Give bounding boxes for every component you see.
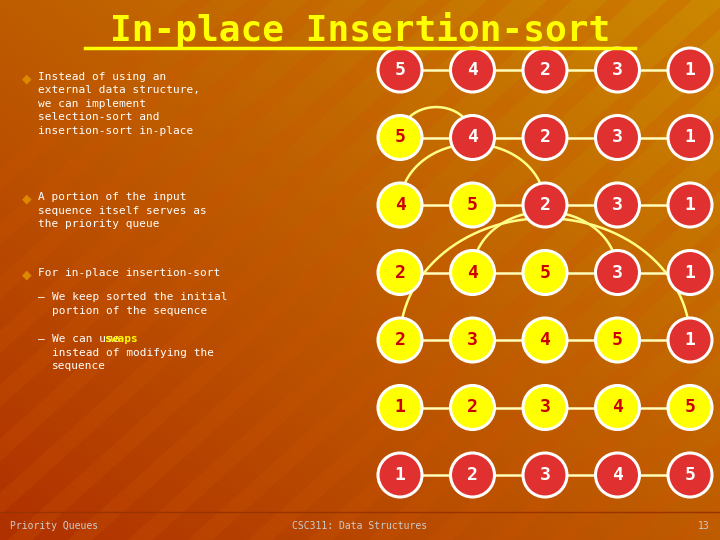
Text: 5: 5 bbox=[467, 196, 478, 214]
Circle shape bbox=[451, 318, 495, 362]
Text: 3: 3 bbox=[467, 331, 478, 349]
Text: 2: 2 bbox=[539, 61, 550, 79]
Text: we can implement: we can implement bbox=[38, 99, 146, 109]
Circle shape bbox=[668, 386, 712, 429]
Text: ◆: ◆ bbox=[22, 192, 32, 205]
Circle shape bbox=[451, 183, 495, 227]
Text: Priority Queues: Priority Queues bbox=[10, 521, 98, 531]
Text: 1: 1 bbox=[685, 61, 696, 79]
Text: 1: 1 bbox=[685, 264, 696, 281]
Text: 4: 4 bbox=[612, 466, 623, 484]
Circle shape bbox=[523, 318, 567, 362]
Circle shape bbox=[523, 48, 567, 92]
Text: 4: 4 bbox=[467, 61, 478, 79]
Text: 5: 5 bbox=[612, 331, 623, 349]
Text: ◆: ◆ bbox=[22, 268, 32, 281]
Text: We keep sorted the initial: We keep sorted the initial bbox=[52, 292, 228, 302]
Circle shape bbox=[378, 386, 422, 429]
Text: 3: 3 bbox=[612, 264, 623, 281]
Text: portion of the sequence: portion of the sequence bbox=[52, 306, 207, 315]
Text: 5: 5 bbox=[539, 264, 550, 281]
Circle shape bbox=[523, 251, 567, 294]
Text: 2: 2 bbox=[539, 196, 550, 214]
Text: 4: 4 bbox=[395, 196, 405, 214]
Text: the priority queue: the priority queue bbox=[38, 219, 160, 229]
Text: We can use: We can use bbox=[52, 334, 126, 344]
Text: 2: 2 bbox=[539, 129, 550, 146]
Text: 4: 4 bbox=[539, 331, 550, 349]
Text: CSC311: Data Structures: CSC311: Data Structures bbox=[292, 521, 428, 531]
Text: 4: 4 bbox=[612, 399, 623, 416]
Circle shape bbox=[595, 116, 639, 159]
Text: 5: 5 bbox=[395, 129, 405, 146]
Text: 13: 13 bbox=[698, 521, 710, 531]
Circle shape bbox=[668, 453, 712, 497]
Circle shape bbox=[595, 48, 639, 92]
Text: 3: 3 bbox=[612, 129, 623, 146]
Text: 3: 3 bbox=[612, 61, 623, 79]
Circle shape bbox=[378, 48, 422, 92]
Circle shape bbox=[378, 318, 422, 362]
Text: 1: 1 bbox=[395, 466, 405, 484]
Circle shape bbox=[668, 318, 712, 362]
Text: ◆: ◆ bbox=[22, 72, 32, 85]
Circle shape bbox=[451, 453, 495, 497]
Circle shape bbox=[523, 453, 567, 497]
Text: selection-sort and: selection-sort and bbox=[38, 112, 160, 123]
Text: 2: 2 bbox=[467, 399, 478, 416]
Circle shape bbox=[378, 183, 422, 227]
Circle shape bbox=[668, 183, 712, 227]
Text: 1: 1 bbox=[685, 196, 696, 214]
Text: 2: 2 bbox=[395, 264, 405, 281]
Circle shape bbox=[668, 116, 712, 159]
Text: 1: 1 bbox=[395, 399, 405, 416]
Circle shape bbox=[523, 183, 567, 227]
Circle shape bbox=[668, 251, 712, 294]
Text: 5: 5 bbox=[685, 399, 696, 416]
Circle shape bbox=[451, 386, 495, 429]
Text: sequence: sequence bbox=[52, 361, 106, 371]
Circle shape bbox=[595, 183, 639, 227]
Circle shape bbox=[523, 386, 567, 429]
Text: For in-place insertion-sort: For in-place insertion-sort bbox=[38, 268, 220, 278]
Text: Instead of using an: Instead of using an bbox=[38, 72, 166, 82]
Text: –: – bbox=[38, 292, 45, 302]
Circle shape bbox=[451, 116, 495, 159]
Text: instead of modifying the: instead of modifying the bbox=[52, 348, 214, 357]
Text: insertion-sort in-place: insertion-sort in-place bbox=[38, 126, 193, 136]
Text: 4: 4 bbox=[467, 129, 478, 146]
Text: external data structure,: external data structure, bbox=[38, 85, 200, 96]
Text: sequence itself serves as: sequence itself serves as bbox=[38, 206, 207, 215]
Text: 3: 3 bbox=[539, 399, 550, 416]
Circle shape bbox=[378, 116, 422, 159]
Text: In-place Insertion-sort: In-place Insertion-sort bbox=[110, 12, 610, 48]
Text: –: – bbox=[38, 334, 45, 344]
Circle shape bbox=[595, 318, 639, 362]
Circle shape bbox=[595, 453, 639, 497]
Text: 5: 5 bbox=[395, 61, 405, 79]
Text: A portion of the input: A portion of the input bbox=[38, 192, 186, 202]
Circle shape bbox=[451, 48, 495, 92]
Text: 3: 3 bbox=[539, 466, 550, 484]
Text: 4: 4 bbox=[467, 264, 478, 281]
Text: 5: 5 bbox=[685, 466, 696, 484]
Text: 1: 1 bbox=[685, 331, 696, 349]
Circle shape bbox=[595, 251, 639, 294]
Circle shape bbox=[451, 251, 495, 294]
Circle shape bbox=[523, 116, 567, 159]
Text: 1: 1 bbox=[685, 129, 696, 146]
Circle shape bbox=[595, 386, 639, 429]
Circle shape bbox=[378, 453, 422, 497]
Text: swaps: swaps bbox=[104, 334, 138, 344]
Circle shape bbox=[668, 48, 712, 92]
Text: 3: 3 bbox=[612, 196, 623, 214]
Circle shape bbox=[378, 251, 422, 294]
Text: 2: 2 bbox=[395, 331, 405, 349]
Text: 2: 2 bbox=[467, 466, 478, 484]
